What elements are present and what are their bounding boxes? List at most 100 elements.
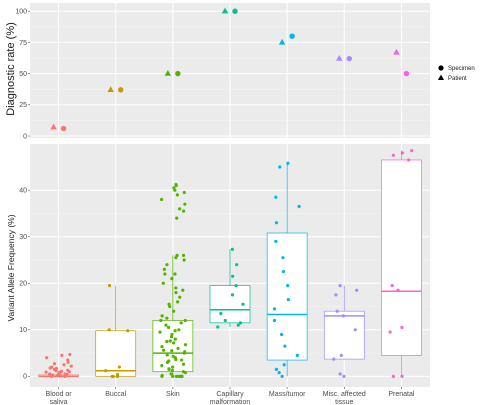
data-point (274, 367, 279, 371)
data-point (272, 318, 277, 323)
data-point (160, 344, 164, 349)
data-point (176, 300, 180, 304)
data-point (231, 274, 235, 278)
data-point (238, 321, 243, 325)
data-point (219, 311, 223, 316)
data-point (341, 314, 345, 318)
data-point (54, 366, 59, 371)
data-point (167, 302, 171, 306)
data-point (183, 318, 187, 323)
data-point (388, 330, 392, 334)
data-point (342, 374, 346, 378)
x-tick-label: Buccal (105, 391, 126, 398)
data-point (59, 369, 64, 373)
y-tick-label: 75 (19, 40, 27, 47)
x-tick-label: Blood or (46, 391, 73, 398)
data-point (176, 346, 180, 351)
data-point (173, 337, 177, 341)
data-point (183, 350, 187, 354)
data-point (165, 316, 169, 320)
data-point (272, 307, 277, 311)
data-point (44, 370, 48, 374)
data-point (390, 284, 394, 288)
data-point (278, 165, 282, 169)
data-point (49, 374, 54, 378)
data-point (332, 357, 336, 361)
specimen-point (232, 8, 238, 14)
data-point (165, 339, 169, 344)
data-point (283, 344, 287, 348)
y-tick-label: 10 (19, 327, 27, 334)
data-point (173, 329, 177, 333)
y-tick-label: 30 (19, 234, 27, 241)
x-tick-label: saliva (50, 399, 68, 405)
x-tick-label: malformation (210, 399, 251, 405)
data-point (68, 352, 72, 357)
patient-point (50, 123, 57, 130)
patient-point (164, 70, 172, 76)
data-point (160, 373, 164, 378)
data-point (69, 364, 73, 368)
data-point (183, 343, 188, 347)
data-point (223, 318, 227, 323)
data-point (282, 363, 286, 367)
specimen-point (60, 125, 67, 132)
data-point (286, 297, 290, 302)
data-point (182, 209, 186, 213)
data-point (277, 371, 281, 375)
patient-point (221, 7, 229, 14)
data-point (181, 253, 186, 257)
data-point (279, 332, 284, 337)
data-point (281, 256, 285, 260)
y-tick-label: 100 (15, 9, 27, 16)
x-tick-label: Capillary (216, 391, 244, 398)
data-point (400, 151, 404, 155)
data-point (400, 374, 404, 378)
data-point (175, 253, 179, 257)
legend-label: Patient (448, 76, 467, 82)
legend-key-specimen (438, 65, 444, 71)
data-point (177, 374, 181, 378)
data-point (167, 367, 171, 371)
data-point (286, 161, 290, 165)
y-tick-label: 0 (23, 133, 27, 140)
data-point (66, 358, 70, 362)
data-point (115, 372, 120, 377)
data-point (172, 309, 176, 313)
data-point (180, 358, 184, 362)
data-point (170, 349, 174, 353)
data-point (173, 272, 177, 276)
data-point (286, 284, 290, 288)
data-point (161, 281, 165, 285)
data-point (158, 330, 162, 334)
data-point (165, 353, 169, 357)
data-point (274, 239, 278, 243)
data-point (165, 263, 169, 267)
data-point (177, 328, 181, 332)
data-point (171, 354, 175, 358)
data-point (126, 329, 130, 333)
data-point (339, 353, 343, 358)
y-tick-label: 20 (19, 281, 27, 288)
data-point (47, 372, 52, 376)
data-point (117, 365, 121, 369)
data-point (168, 339, 172, 343)
data-point (52, 362, 57, 366)
patient-point (336, 55, 343, 61)
data-point (160, 364, 164, 368)
data-point (111, 374, 115, 378)
box (95, 330, 137, 377)
data-point (162, 267, 166, 271)
y-tick-label: 50 (19, 71, 27, 78)
specimen-point (346, 55, 352, 62)
data-point (167, 359, 171, 363)
legend: Specimen Patient (437, 65, 475, 82)
data-point (170, 332, 174, 337)
data-point (400, 325, 404, 330)
data-point (182, 190, 186, 195)
data-point (48, 366, 52, 370)
data-point (181, 362, 186, 366)
box (266, 232, 308, 361)
